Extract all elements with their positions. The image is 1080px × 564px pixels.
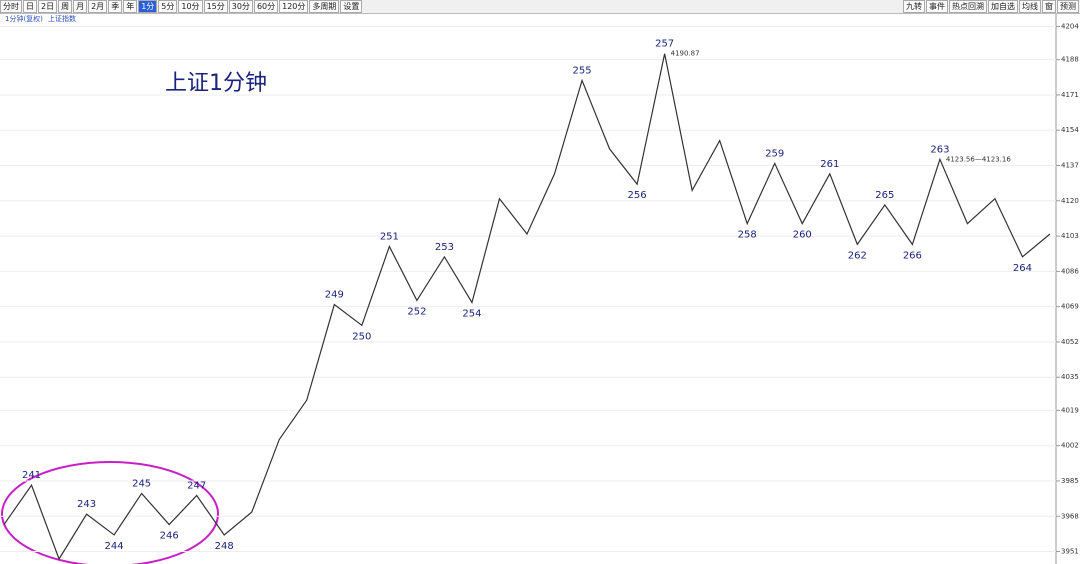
wave-label: 254 [462,308,481,319]
toolbar-button[interactable]: 2日 [38,0,58,13]
wave-label: 253 [435,242,454,253]
wave-label: 243 [77,499,96,510]
y-tick-label: 4171 [1061,91,1079,99]
wave-label: 261 [820,159,839,170]
y-tick-label: 3985 [1061,477,1079,485]
y-tick-label: 4103 [1061,232,1079,240]
y-tick-label: 4019 [1061,406,1079,414]
y-tick-label: 4002 [1061,442,1079,450]
wave-label: 256 [628,190,647,201]
toolbar-button[interactable]: 均线 [1019,0,1041,13]
wave-label: 260 [793,230,812,241]
y-tick-label: 4120 [1061,197,1079,205]
index-label: 上证指数 [48,14,76,23]
y-tick-label: 4154 [1061,126,1079,134]
price-label: 4123.56—4123.16 [946,155,1011,163]
y-tick-label: 3951 [1061,548,1079,556]
y-tick-label: 4188 [1061,56,1079,64]
wave-label: 246 [160,531,179,542]
toolbar-button[interactable]: 热点回溯 [949,0,987,13]
toolbar-button[interactable]: 季 [108,0,123,13]
chart-title: 上证1分钟 [165,71,267,96]
wave-label: 255 [573,65,592,76]
y-tick-label: 4052 [1061,338,1079,346]
toolbar-button[interactable]: 窗 [1042,0,1056,13]
wave-label: 245 [132,478,151,489]
toolbar-button[interactable]: 60分 [253,0,279,13]
wave-label: 249 [325,290,344,301]
y-tick-label: 4069 [1061,303,1079,311]
toolbar-button[interactable]: 年 [123,0,138,13]
wave-label: 247 [187,481,206,492]
tool-buttons: 九转 事件 热点回溯 加自选 均线窗预测 [903,0,1080,13]
period-buttons: 分时日 2日周月 2月季年 1分 5分 10分 15分 30分 60分 120分 多周期 设置 [0,0,363,13]
y-tick-label: 4137 [1061,162,1079,170]
wave-label: 265 [875,190,894,201]
toolbar-button[interactable]: 加自选 [988,0,1018,13]
y-tick-label: 4035 [1061,373,1079,381]
wave-label: 252 [407,306,426,317]
wave-label: 266 [903,250,922,261]
toolbar-button[interactable]: 日 [23,0,37,13]
toolbar-button[interactable]: 事件 [926,0,948,13]
price-label: 4190.87 [671,50,700,58]
wave-label: 264 [1013,263,1032,274]
wave-label: 258 [738,230,757,241]
toolbar-button[interactable]: 10分 [178,0,203,13]
y-tick-label: 4204 [1061,22,1079,30]
toolbar-button[interactable]: 设置 [340,0,363,13]
wave-label: 241 [22,470,41,481]
y-tick-label: 3968 [1061,512,1079,520]
toolbar-button[interactable]: 30分 [228,0,253,13]
wave-label: 257 [655,39,674,50]
wave-label: 251 [380,231,399,242]
wave-label: 259 [765,148,784,159]
wave-label: 248 [215,541,234,552]
toolbar-button[interactable]: 120分 [279,0,309,13]
toolbar-button[interactable]: 九转 [903,0,925,13]
highlight-ellipse [1,461,219,564]
toolbar-button[interactable]: 预测 [1057,0,1079,13]
wave-label: 263 [930,144,949,155]
toolbar-button[interactable]: 月 [73,0,88,13]
toolbar-button[interactable]: 周 [58,0,73,13]
toolbar-button[interactable]: 15分 [203,0,228,13]
wave-label: 250 [352,331,371,342]
wave-label: 244 [105,541,124,552]
toolbar-button[interactable]: 多周期 [309,0,340,13]
chart: 1分钟(复权) 上证指数 上证1分钟 4204 4188 4171 4154 4137 4… [0,14,1079,564]
toolbar-button[interactable]: 1分 [138,0,158,13]
toolbar-button[interactable]: 2月 [88,0,108,13]
toolbar-button[interactable]: 5分 [158,0,178,13]
toolbar-button[interactable]: 分时 [0,0,22,13]
toolbar: 分时日 2日周月 2月季年 1分 5分 10分 15分 30分 60分 120分 多周期 设置 九转 事件… [0,0,1080,14]
wave-label: 262 [848,250,867,261]
price-line [3,53,1051,561]
y-tick-label: 4086 [1061,267,1079,275]
period-label: 1分钟(复权) [5,14,43,23]
